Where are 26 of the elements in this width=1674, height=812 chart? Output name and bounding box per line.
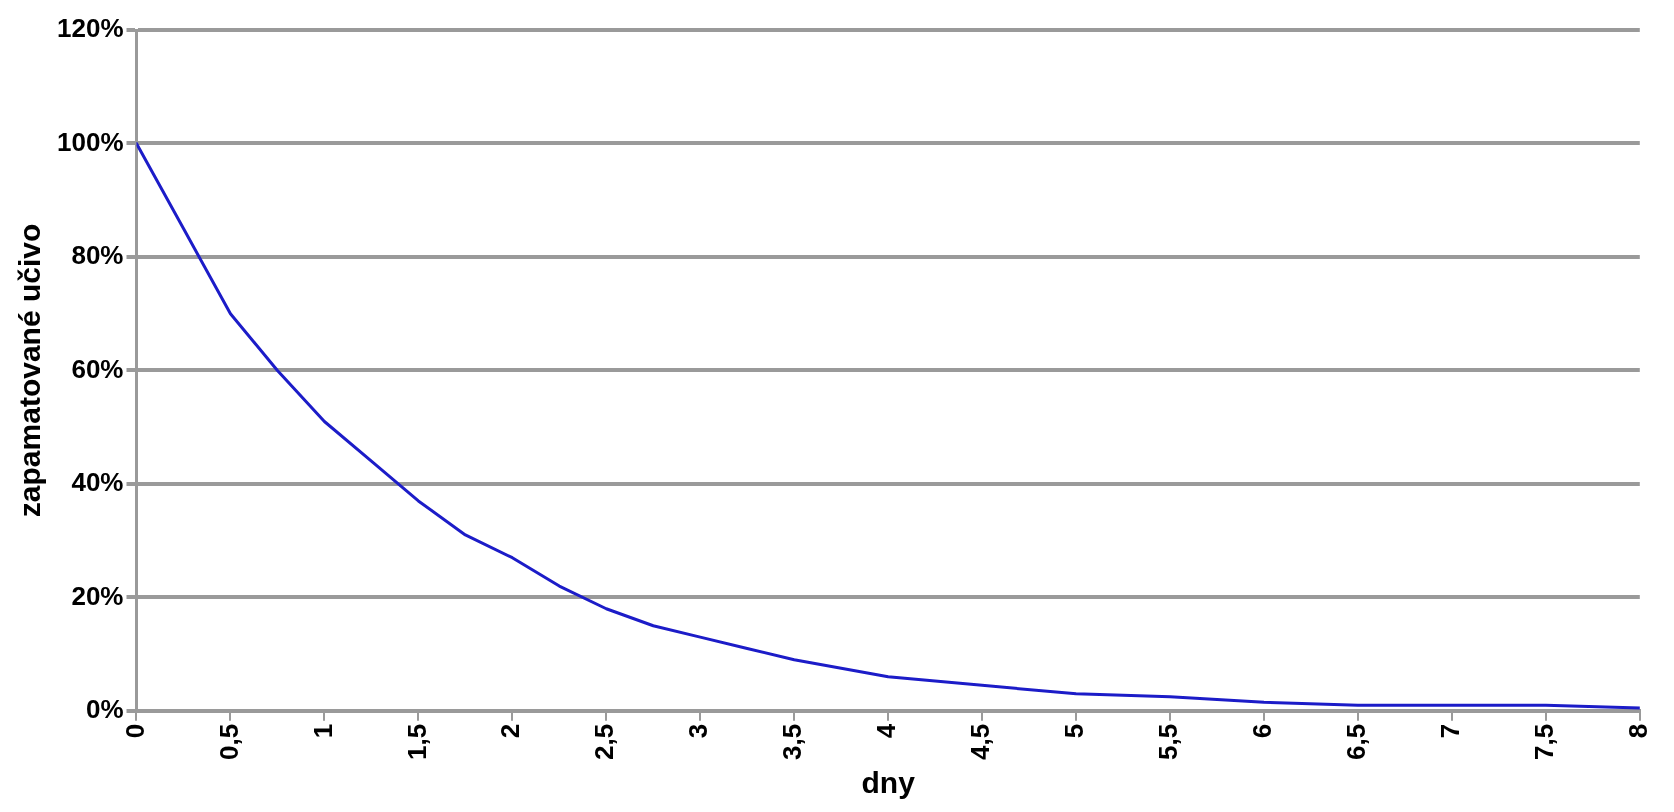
x-tick-label: 7,5 xyxy=(1529,723,1560,761)
x-axis-title: dny xyxy=(861,766,916,800)
y-tick-label: 60% xyxy=(71,353,124,384)
x-tick-label: 3 xyxy=(683,723,714,739)
x-tick-label: 6,5 xyxy=(1341,723,1372,761)
x-tick-label: 4 xyxy=(871,723,902,739)
x-tick-label: 2,5 xyxy=(589,723,620,761)
x-tick-label: 1,5 xyxy=(401,723,432,761)
y-tick-label: 80% xyxy=(71,240,124,271)
x-tick-label: 5 xyxy=(1059,723,1090,739)
y-tick-label: 100% xyxy=(57,126,124,157)
x-tick-label: 0,5 xyxy=(213,723,244,761)
y-tick-label: 0% xyxy=(85,694,124,725)
y-tick-label: 40% xyxy=(71,467,124,498)
y-tick-label: 120% xyxy=(57,13,124,44)
x-tick-label: 6 xyxy=(1247,723,1278,739)
x-tick-label: 3,5 xyxy=(777,723,808,761)
x-tick-label: 8 xyxy=(1622,723,1653,739)
x-tick-label: 0 xyxy=(119,723,150,739)
y-axis-title: zapamatované učivo xyxy=(13,223,47,518)
x-tick-label: 1 xyxy=(307,723,338,739)
x-tick-label: 5,5 xyxy=(1153,723,1184,761)
x-tick-label: 2 xyxy=(495,723,526,739)
y-tick-label: 20% xyxy=(71,580,124,611)
x-tick-label: 7 xyxy=(1435,723,1466,739)
x-tick-label: 4,5 xyxy=(965,723,996,761)
